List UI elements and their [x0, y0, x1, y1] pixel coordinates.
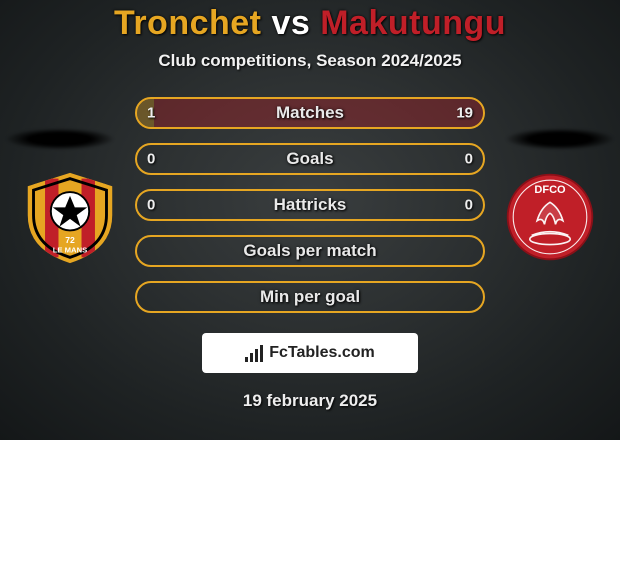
- attribution-text: FcTables.com: [269, 344, 375, 362]
- stat-value-left: 1: [147, 105, 155, 122]
- stat-row: 0 0 Hattricks: [135, 189, 485, 221]
- stat-row: 0 0 Goals: [135, 143, 485, 175]
- page-title: Tronchet vs Makutungu: [0, 4, 620, 43]
- stat-label: Goals per match: [243, 241, 376, 261]
- title-separator: vs: [262, 4, 321, 42]
- title-right-player: Makutungu: [320, 4, 506, 42]
- svg-text:DFCO: DFCO: [534, 184, 566, 196]
- dfco-crest-icon: DFCO: [504, 171, 596, 263]
- stat-row: 1 19 Matches: [135, 97, 485, 129]
- stat-row: Min per goal: [135, 281, 485, 313]
- generated-date: 19 february 2025: [0, 391, 620, 411]
- club-badge-right: DFCO: [500, 172, 600, 262]
- badge-shadow-right: [505, 128, 615, 150]
- stat-value-right: 19: [456, 105, 473, 122]
- stat-label: Matches: [276, 103, 344, 123]
- attribution-badge: FcTables.com: [202, 333, 418, 373]
- stat-value-left: 0: [147, 151, 155, 168]
- stat-row: Goals per match: [135, 235, 485, 267]
- stat-label: Hattricks: [274, 195, 347, 215]
- stat-value-right: 0: [465, 197, 473, 214]
- badge-shadow-left: [5, 128, 115, 150]
- stat-label: Goals: [286, 149, 333, 169]
- stat-label: Min per goal: [260, 287, 360, 307]
- svg-text:72: 72: [65, 235, 75, 245]
- stat-value-right: 0: [465, 151, 473, 168]
- lemans-crest-icon: 72 LE MANS: [22, 169, 118, 265]
- subtitle: Club competitions, Season 2024/2025: [0, 51, 620, 71]
- svg-text:LE MANS: LE MANS: [53, 246, 88, 255]
- comparison-card: Tronchet vs Makutungu Club competitions,…: [0, 0, 620, 440]
- title-left-player: Tronchet: [114, 4, 262, 42]
- bar-chart-icon: [245, 344, 263, 362]
- stat-value-left: 0: [147, 197, 155, 214]
- club-badge-left: 72 LE MANS: [20, 172, 120, 262]
